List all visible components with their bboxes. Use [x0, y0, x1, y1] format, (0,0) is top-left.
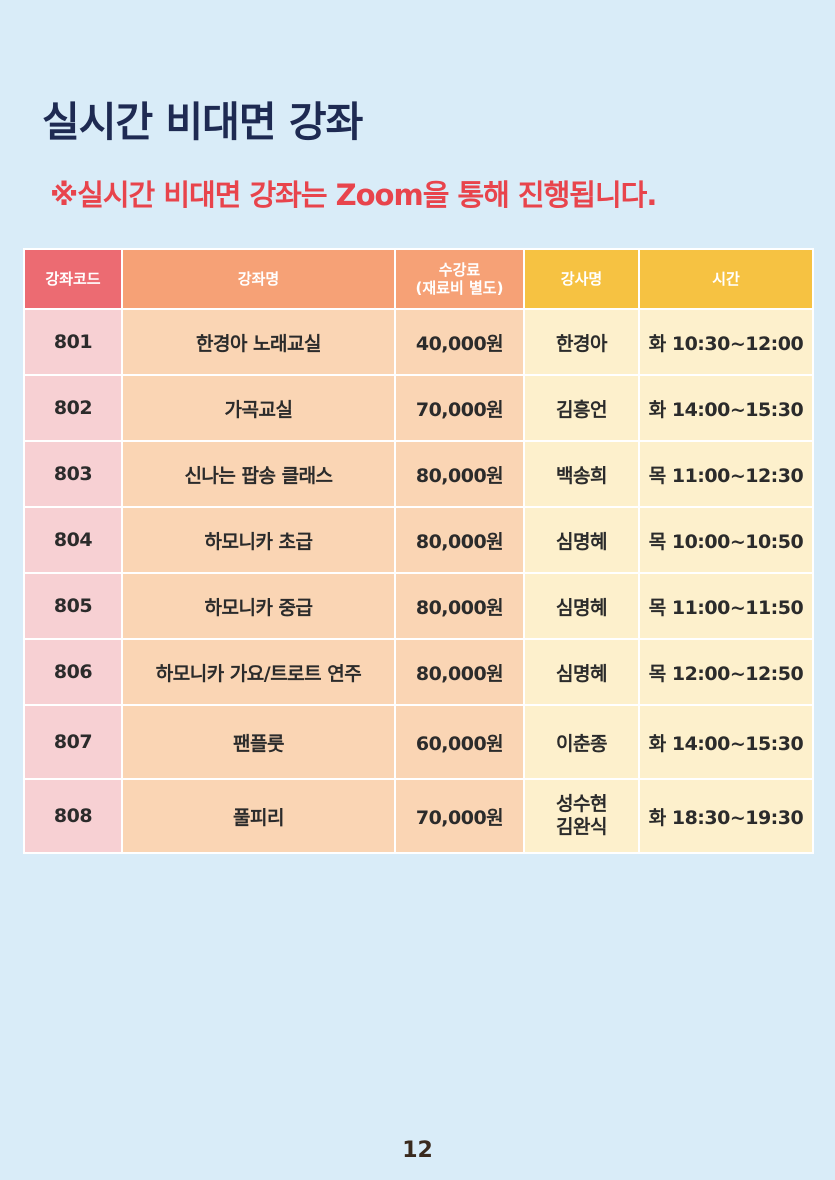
header-teacher: 강사명 — [523, 248, 640, 310]
course-code-cell: 807 — [23, 704, 123, 780]
course-schedule-table: 강좌코드 강좌명 수강료 (재료비 별도) 강사명 시간 801 한경아 노래교… — [23, 248, 814, 854]
header-course-name: 강좌명 — [121, 248, 396, 310]
time-cell: 목 12:00~12:50 — [638, 638, 814, 706]
fee-cell: 70,000원 — [394, 778, 525, 854]
time-cell: 목 10:00~10:50 — [638, 506, 814, 574]
teacher-cell: 김흥언 — [523, 374, 640, 442]
course-code-cell: 803 — [23, 440, 123, 508]
teacher-cell: 심명혜 — [523, 572, 640, 640]
course-name-cell: 하모니카 가요/트로트 연주 — [121, 638, 396, 706]
teacher-cell: 성수현 김완식 — [523, 778, 640, 854]
table-row: 805 하모니카 중급 80,000원 심명혜 목 11:00~11:50 — [23, 572, 814, 640]
fee-cell: 80,000원 — [394, 506, 525, 574]
course-name-cell: 가곡교실 — [121, 374, 396, 442]
course-code-cell: 808 — [23, 778, 123, 854]
table-row: 803 신나는 팝송 클래스 80,000원 백송희 목 11:00~12:30 — [23, 440, 814, 508]
time-cell: 화 14:00~15:30 — [638, 374, 814, 442]
teacher-cell: 심명혜 — [523, 506, 640, 574]
page-title: 실시간 비대면 강좌 — [42, 98, 363, 146]
table-row: 808 풀피리 70,000원 성수현 김완식 화 18:30~19:30 — [23, 778, 814, 854]
table-row: 801 한경아 노래교실 40,000원 한경아 화 10:30~12:00 — [23, 308, 814, 376]
teacher-cell: 백송희 — [523, 440, 640, 508]
fee-cell: 80,000원 — [394, 638, 525, 706]
teacher-name-1: 성수현 — [556, 793, 607, 816]
fee-cell: 70,000원 — [394, 374, 525, 442]
course-name-cell: 하모니카 초급 — [121, 506, 396, 574]
course-name-cell: 하모니카 중급 — [121, 572, 396, 640]
fee-cell: 60,000원 — [394, 704, 525, 780]
teacher-cell: 심명혜 — [523, 638, 640, 706]
course-code-cell: 805 — [23, 572, 123, 640]
time-cell: 화 14:00~15:30 — [638, 704, 814, 780]
fee-cell: 40,000원 — [394, 308, 525, 376]
table-row: 804 하모니카 초급 80,000원 심명혜 목 10:00~10:50 — [23, 506, 814, 574]
course-code-cell: 801 — [23, 308, 123, 376]
page-number: 12 — [402, 1138, 433, 1163]
header-fee-line2: (재료비 별도) — [415, 279, 504, 297]
time-cell: 화 18:30~19:30 — [638, 778, 814, 854]
teacher-name-2: 김완식 — [556, 816, 607, 838]
header-course-code: 강좌코드 — [23, 248, 123, 310]
fee-cell: 80,000원 — [394, 440, 525, 508]
header-time: 시간 — [638, 248, 814, 310]
zoom-notice: ※실시간 비대면 강좌는 Zoom을 통해 진행됩니다. — [50, 178, 657, 212]
table-header-row: 강좌코드 강좌명 수강료 (재료비 별도) 강사명 시간 — [23, 248, 814, 310]
course-name-cell: 신나는 팝송 클래스 — [121, 440, 396, 508]
time-cell: 목 11:00~12:30 — [638, 440, 814, 508]
course-code-cell: 804 — [23, 506, 123, 574]
course-name-cell: 팬플룻 — [121, 704, 396, 780]
table-row: 806 하모니카 가요/트로트 연주 80,000원 심명혜 목 12:00~1… — [23, 638, 814, 706]
time-cell: 화 10:30~12:00 — [638, 308, 814, 376]
course-code-cell: 802 — [23, 374, 123, 442]
table-row: 802 가곡교실 70,000원 김흥언 화 14:00~15:30 — [23, 374, 814, 442]
course-name-cell: 풀피리 — [121, 778, 396, 854]
header-fee: 수강료 (재료비 별도) — [394, 248, 525, 310]
course-name-cell: 한경아 노래교실 — [121, 308, 396, 376]
fee-cell: 80,000원 — [394, 572, 525, 640]
time-cell: 목 11:00~11:50 — [638, 572, 814, 640]
teacher-cell: 한경아 — [523, 308, 640, 376]
teacher-cell: 이춘종 — [523, 704, 640, 780]
course-code-cell: 806 — [23, 638, 123, 706]
table-row: 807 팬플룻 60,000원 이춘종 화 14:00~15:30 — [23, 704, 814, 780]
header-fee-line1: 수강료 — [438, 261, 481, 279]
